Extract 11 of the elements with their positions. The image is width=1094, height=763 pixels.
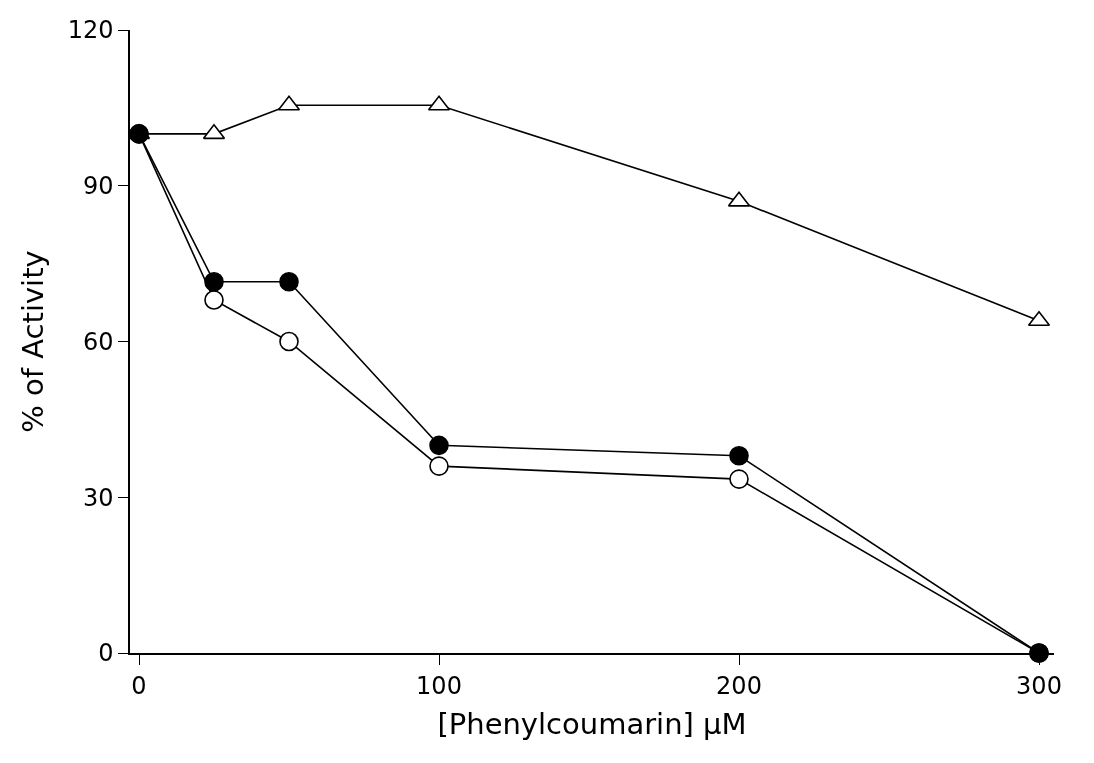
y-tick-label: 0 — [98, 639, 114, 668]
x-tick-label: 300 — [1016, 671, 1062, 700]
y-tick-label: 30 — [82, 483, 114, 512]
y-tick-label: 60 — [82, 327, 114, 356]
x-tick-label: 100 — [416, 671, 462, 700]
y-axis-title: % of Activity — [16, 250, 51, 433]
x-tick-label: 0 — [131, 671, 147, 700]
y-tick-label: 90 — [82, 172, 114, 201]
y-tick-label: 120 — [67, 16, 114, 45]
x-tick-label: 200 — [716, 671, 762, 700]
x-axis-title: [Phenylcoumarin] μM — [437, 706, 747, 741]
